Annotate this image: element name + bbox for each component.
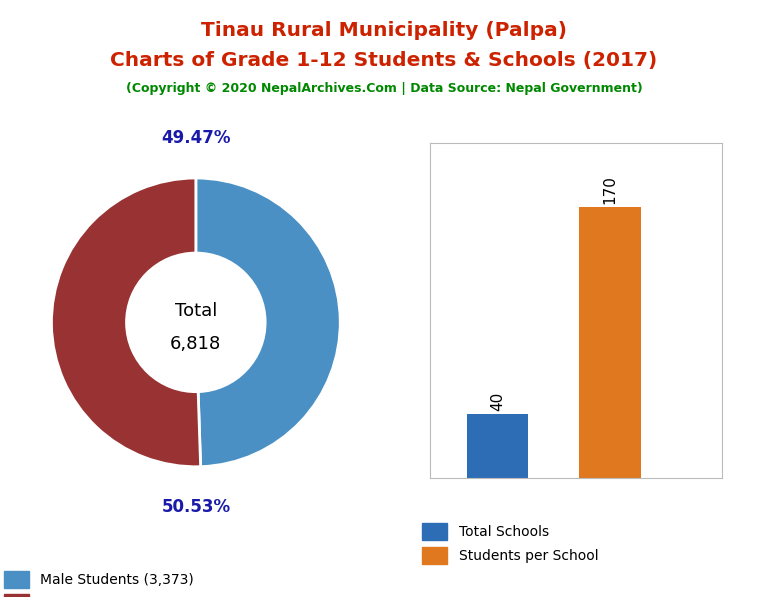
Text: 49.47%: 49.47%: [161, 128, 230, 147]
Text: Charts of Grade 1-12 Students & Schools (2017): Charts of Grade 1-12 Students & Schools …: [111, 51, 657, 70]
Text: (Copyright © 2020 NepalArchives.Com | Data Source: Nepal Government): (Copyright © 2020 NepalArchives.Com | Da…: [126, 82, 642, 96]
Text: 170: 170: [602, 175, 617, 204]
Wedge shape: [196, 178, 340, 467]
Legend: Male Students (3,373), Female Students (3,445): Male Students (3,373), Female Students (…: [5, 571, 211, 597]
Text: 6,818: 6,818: [170, 335, 221, 353]
Legend: Total Schools, Students per School: Total Schools, Students per School: [422, 524, 598, 564]
Bar: [466, 414, 528, 478]
Text: Total: Total: [174, 302, 217, 320]
Text: 50.53%: 50.53%: [161, 498, 230, 516]
Text: Tinau Rural Municipality (Palpa): Tinau Rural Municipality (Palpa): [201, 21, 567, 40]
Text: 40: 40: [490, 392, 505, 411]
Wedge shape: [51, 178, 200, 467]
Bar: [579, 207, 641, 478]
